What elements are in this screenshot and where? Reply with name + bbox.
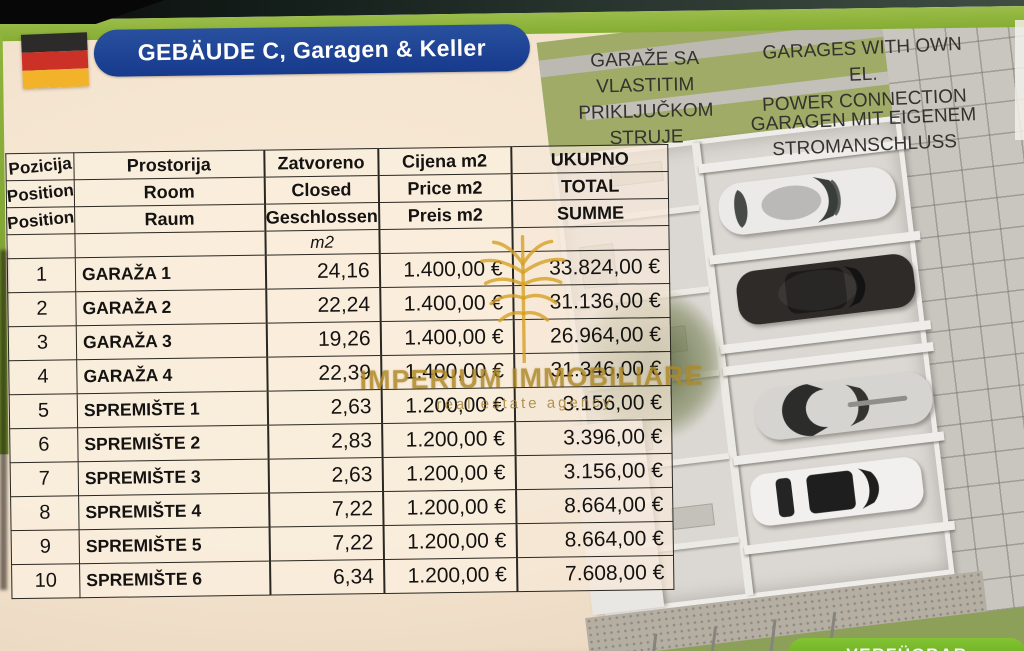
room-cell: SPREMIŠTE 4 — [78, 493, 270, 530]
empty-cell — [74, 231, 266, 258]
room-cell: GARAŽA 3 — [76, 323, 267, 360]
black-sedan-icon — [727, 245, 925, 333]
price-cell: 1.200,00 € — [381, 387, 515, 424]
price-cell: 1.200,00 € — [381, 421, 516, 458]
area-cell: 2,83 — [267, 423, 383, 460]
pos-cell: 1 — [7, 257, 76, 293]
brochure-page: GEBÄUDE C, Garagen & Keller GARAŽE SA VL… — [0, 5, 1024, 651]
header-total: SUMME — [511, 198, 669, 228]
area-cell: 6,34 — [269, 559, 385, 596]
price-cell: 1.400,00 € — [379, 251, 513, 288]
pos-cell: 8 — [10, 495, 80, 531]
area-cell: 7,22 — [269, 525, 384, 562]
total-cell: 31.346,00 € — [513, 351, 672, 388]
white-car-black-roof-icon — [745, 448, 930, 535]
room-cell: SPREMIŠTE 2 — [77, 425, 269, 462]
room-cell: GARAŽA 2 — [75, 289, 267, 326]
pos-cell: 5 — [9, 393, 78, 429]
white-sports-car-icon — [712, 157, 903, 244]
pos-cell: 6 — [9, 427, 79, 463]
header-room: Room — [74, 177, 265, 207]
note-line: PRIKLJUČKOM STRUJE — [578, 99, 714, 150]
header-position: Pozicija — [5, 152, 75, 181]
total-cell: 33.824,00 € — [512, 249, 670, 286]
header-room: Raum — [74, 204, 265, 234]
header-label: Position — [6, 207, 75, 234]
pos-cell: 7 — [10, 461, 79, 497]
header-closed: Closed — [264, 175, 379, 205]
area-cell: 2,63 — [268, 457, 383, 494]
price-cell: 1.400,00 € — [380, 319, 514, 356]
price-cell: 1.200,00 € — [382, 489, 517, 526]
area-cell: 22,39 — [266, 355, 382, 392]
area-cell: 24,16 — [265, 253, 380, 290]
total-cell: 31.136,00 € — [512, 283, 671, 320]
note-croatian: GARAŽE SA VLASTITIM PRIKLJUČKOM STRUJE — [541, 45, 749, 154]
availability-banner-label: VERFÜGBAR — [846, 645, 967, 651]
header-label: Position — [6, 180, 75, 207]
total-cell: 7.608,00 € — [516, 555, 675, 592]
area-cell: 22,24 — [265, 287, 381, 324]
pos-cell: 10 — [11, 563, 81, 599]
room-cell: GARAŽA 1 — [75, 255, 266, 292]
area-cell: 2,63 — [267, 389, 382, 426]
price-cell: 1.200,00 € — [382, 455, 516, 492]
empty-cell — [6, 233, 76, 259]
room-cell: GARAŽA 4 — [76, 357, 268, 394]
note-german: GARAGEN MIT EIGENEM STROMANSCHLUSS — [750, 102, 978, 164]
flag-stripe-gold — [22, 68, 90, 89]
total-cell: 8.664,00 € — [516, 521, 674, 558]
header-closed: Geschlossen — [264, 202, 380, 232]
garage-floor-plan-render — [536, 5, 1024, 651]
unit-cell: m2 — [264, 229, 380, 256]
total-cell: 3.156,00 € — [515, 453, 673, 490]
pos-cell: 4 — [8, 359, 78, 395]
price-cell: 1.200,00 € — [383, 523, 517, 560]
price-cell: 1.200,00 € — [383, 557, 518, 594]
page-edge-shadow — [0, 250, 7, 590]
note-line: GARAŽE SA VLASTITIM — [590, 47, 700, 98]
empty-cell — [379, 227, 513, 254]
header-price: Preis m2 — [378, 200, 513, 230]
pos-cell: 9 — [11, 529, 80, 565]
price-cell: 1.400,00 € — [379, 285, 514, 322]
header-room: Prostorija — [73, 150, 265, 180]
availability-banner: VERFÜGBAR — [788, 638, 1024, 651]
room-cell: SPREMIŠTE 5 — [79, 527, 270, 564]
header-total: TOTAL — [511, 171, 669, 201]
room-cell: SPREMIŠTE 6 — [79, 561, 271, 598]
header-position: Position — [6, 179, 75, 208]
price-cell: 1.400,00 € — [380, 353, 515, 390]
total-cell: 26.964,00 € — [513, 317, 671, 354]
area-cell: 19,26 — [266, 321, 381, 358]
pos-cell: 2 — [7, 291, 77, 327]
pos-cell: 3 — [8, 325, 77, 361]
page-curl-shadow — [0, 645, 599, 651]
price-table: Pozicija Prostorija Zatvoreno Cijena m2 … — [5, 144, 675, 599]
room-cell: SPREMIŠTE 1 — [77, 391, 268, 428]
header-price: Cijena m2 — [377, 146, 512, 176]
page-title: GEBÄUDE C, Garagen & Keller — [137, 34, 487, 66]
silver-sports-car-icon — [749, 362, 940, 449]
header-closed: Zatvoreno — [263, 148, 379, 178]
total-cell: 3.156,00 € — [514, 385, 672, 422]
total-cell: 3.396,00 € — [514, 419, 673, 456]
german-flag-icon — [20, 32, 90, 89]
building-title-banner: GEBÄUDE C, Garagen & Keller — [93, 23, 531, 77]
page-edge-highlight — [1015, 20, 1024, 140]
room-cell: SPREMIŠTE 3 — [78, 459, 269, 496]
header-position: Position — [6, 206, 75, 235]
empty-cell — [512, 225, 670, 252]
header-label: Pozicija — [7, 153, 73, 179]
area-cell: 7,22 — [268, 491, 384, 528]
header-price: Price m2 — [378, 173, 512, 203]
total-cell: 8.664,00 € — [515, 487, 674, 524]
